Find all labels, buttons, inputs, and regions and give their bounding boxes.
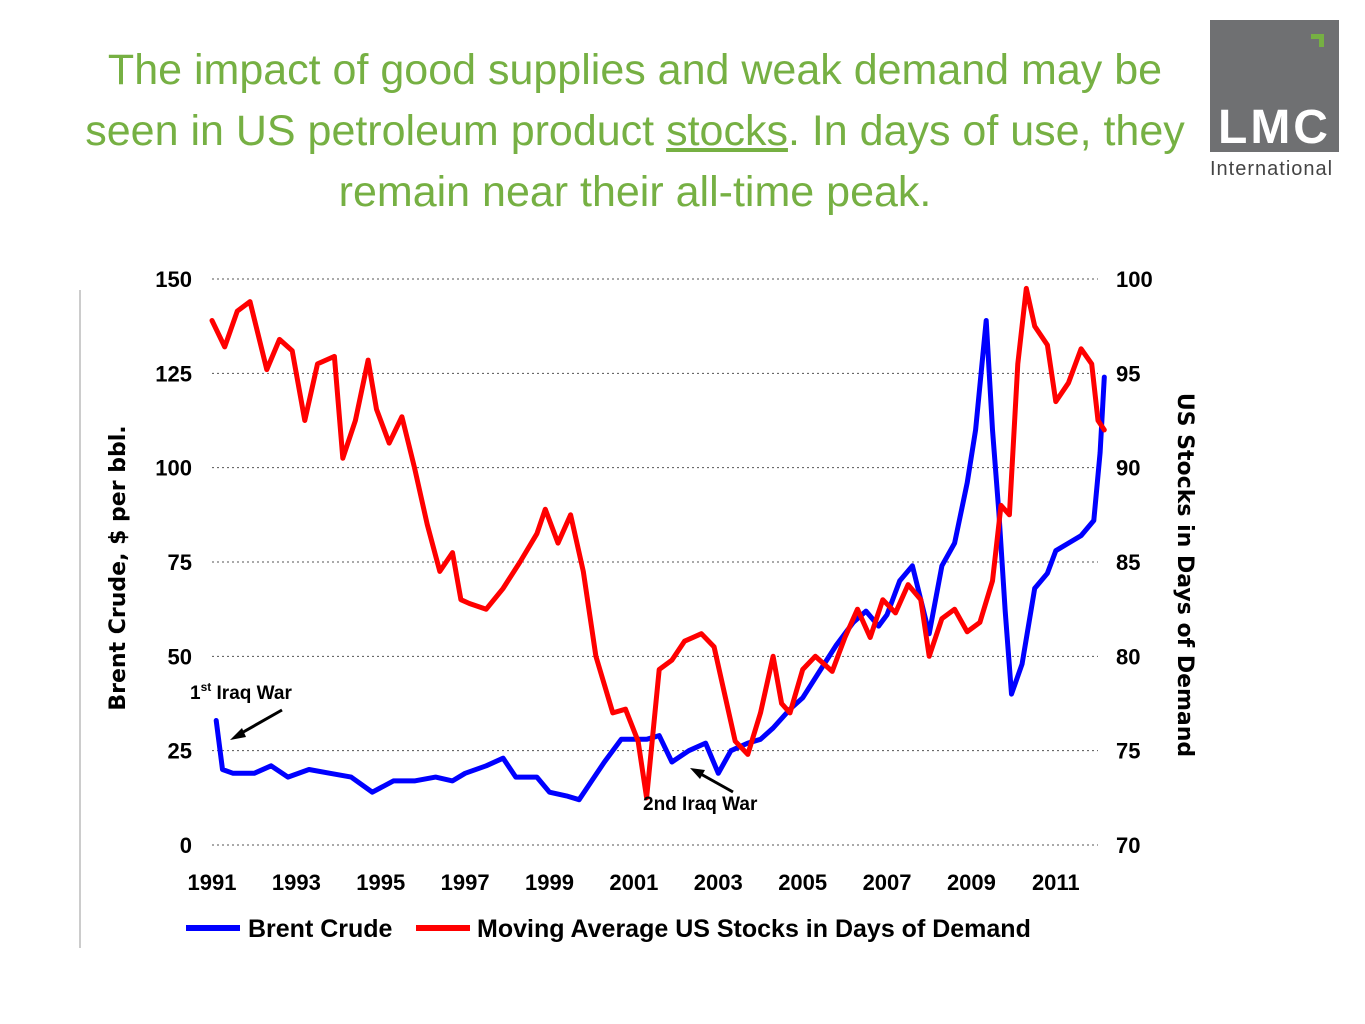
right-tick-label: 70 — [1116, 833, 1140, 858]
x-tick-label: 2011 — [1032, 870, 1080, 895]
x-tick-label: 1997 — [441, 870, 490, 895]
left-tick-label: 100 — [155, 456, 192, 481]
grid-lines — [212, 278, 1098, 846]
x-tick-label: 2009 — [947, 870, 996, 895]
logo-subtitle: International — [1210, 158, 1334, 180]
series-line-stocks — [209, 285, 1107, 801]
legend-label-stocks: Moving Average US Stocks in Days of Dema… — [477, 915, 1031, 943]
x-tick-label: 1999 — [525, 870, 574, 895]
right-tick-label: 90 — [1116, 456, 1140, 481]
x-tick-label: 2007 — [863, 870, 912, 895]
right-tick-label: 80 — [1116, 644, 1140, 669]
annotation-first-sup: st — [201, 680, 212, 694]
x-tick-label: 2001 — [609, 870, 658, 895]
annotation-second-iraq-war: 2nd Iraq War — [643, 794, 758, 815]
legend: Brent Crude Moving Average US Stocks in … — [186, 915, 1031, 943]
left-axis-label: Brent Crude, $ per bbl. — [106, 425, 131, 710]
x-tick-label: 1995 — [356, 870, 405, 895]
legend-label-brent: Brent Crude — [248, 915, 393, 943]
x-tick-label: 2005 — [778, 870, 827, 895]
right-tick-label: 75 — [1116, 739, 1140, 764]
left-y-axis-ticks: 0 25 50 75 100 125 150 — [155, 267, 192, 858]
arrow-first-iraq-war-icon — [230, 708, 283, 740]
logo-corner-mark-icon — [1311, 34, 1324, 47]
x-tick-label: 1991 — [188, 870, 237, 895]
left-tick-label: 125 — [155, 361, 192, 386]
left-tick-label: 150 — [155, 267, 192, 292]
title-part2: . In days of use, they remain near their… — [338, 107, 1185, 216]
arrow-second-iraq-war-icon — [690, 768, 734, 794]
right-tick-label: 95 — [1116, 361, 1140, 386]
series-line-brent — [213, 318, 1107, 803]
left-tick-label: 50 — [168, 644, 192, 669]
left-tick-label: 75 — [168, 550, 192, 575]
right-tick-label: 85 — [1116, 550, 1140, 575]
left-tick-label: 0 — [180, 833, 192, 858]
right-tick-label: 100 — [1116, 267, 1153, 292]
logo-text: LMC — [1218, 101, 1331, 154]
x-tick-label: 2003 — [694, 870, 743, 895]
left-tick-label: 25 — [168, 739, 192, 764]
annotation-first-iraq-war: 1st Iraq War — [190, 680, 292, 704]
right-axis-label: US Stocks in Days of Demand — [1172, 393, 1197, 757]
annotation-first-number: 1 — [190, 683, 201, 704]
right-y-axis-ticks: 70 75 80 85 90 95 100 — [1116, 267, 1153, 858]
x-tick-label: 1993 — [272, 870, 321, 895]
x-axis-ticks: 1991 1993 1995 1997 1999 2001 2003 2005 2007 2009… — [188, 870, 1080, 895]
slide-divider-line — [79, 290, 81, 948]
series-lines — [209, 285, 1107, 803]
title-part1: The impact of good supplies and weak dem… — [85, 46, 1163, 155]
page-title: The impact of good supplies and weak dem… — [60, 40, 1210, 223]
annotation-first-rest: Iraq War — [211, 683, 292, 704]
title-underlined-word[interactable]: stocks — [666, 107, 788, 155]
logo-box — [1210, 20, 1339, 152]
